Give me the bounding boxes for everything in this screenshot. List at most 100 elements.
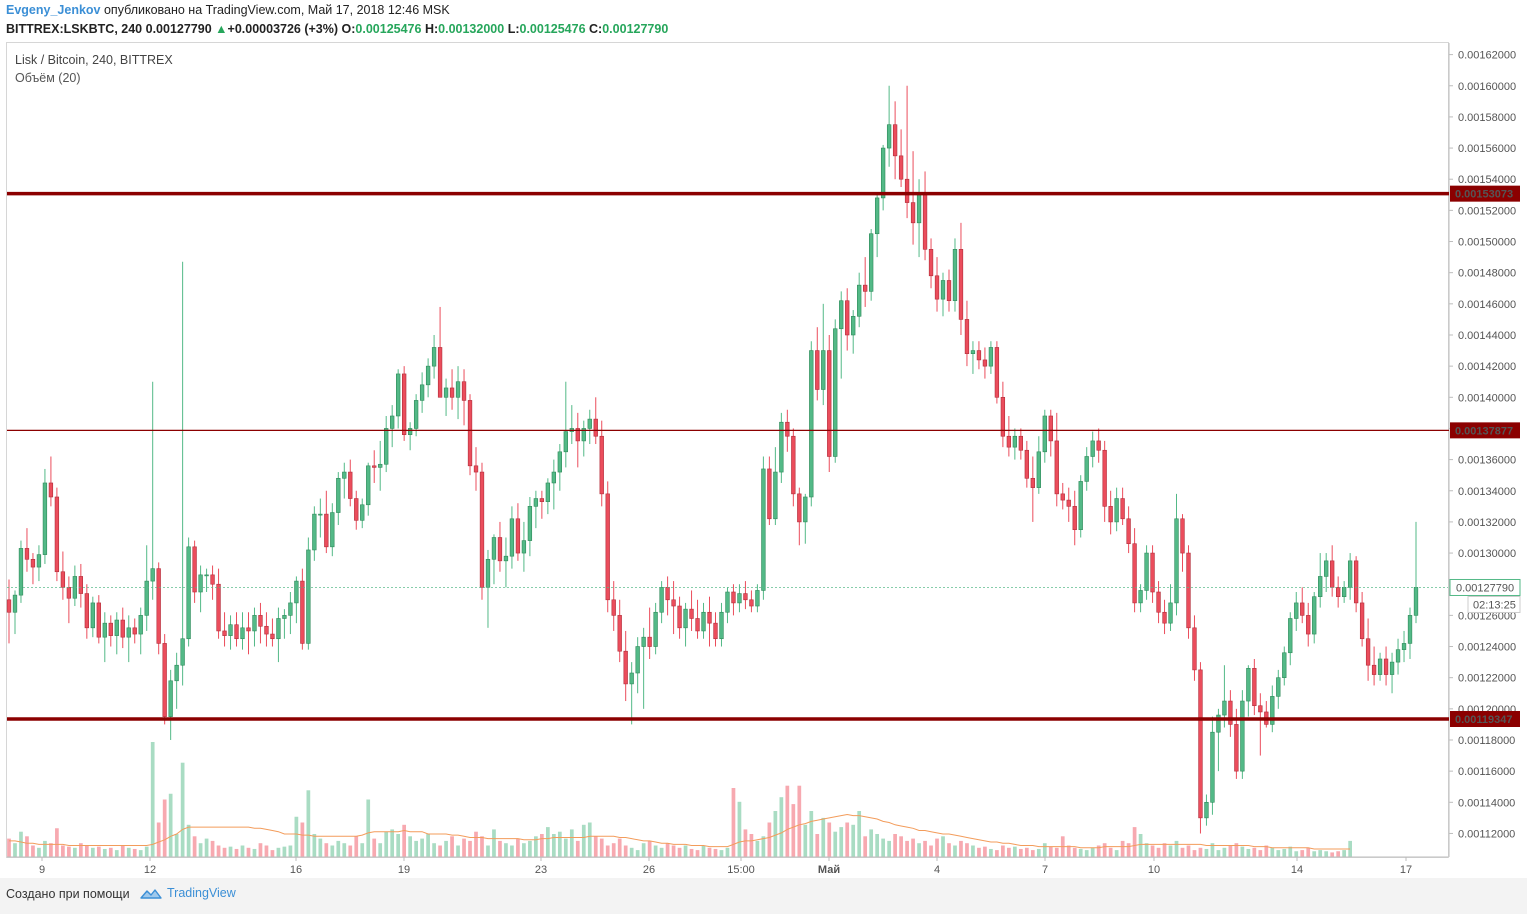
candle-body [402, 373, 407, 435]
candle-body [1300, 602, 1305, 616]
candle-body [749, 599, 754, 607]
volume-bar [318, 838, 323, 857]
candle-body [1000, 396, 1006, 437]
candle-body [1234, 724, 1239, 772]
candle-body [1078, 481, 1083, 530]
time-tick-label: 14 [1291, 864, 1303, 876]
volume-bar [228, 846, 233, 857]
candle-body [1144, 552, 1149, 591]
tradingview-logo-icon [140, 889, 162, 899]
volume-bar [1030, 850, 1035, 857]
time-tick-label: 10 [1148, 864, 1160, 876]
candle-body [270, 633, 275, 640]
time-tick-label: 26 [643, 864, 655, 876]
volume-bar [330, 845, 335, 857]
volume-bar [1204, 848, 1209, 857]
candle-body [216, 583, 221, 632]
volume-bar [1001, 845, 1005, 857]
volume-bar [569, 829, 574, 857]
last-price-value: 0.00127790 [145, 22, 212, 36]
candle-body [910, 202, 916, 224]
low-label: L: [507, 22, 520, 36]
volume-bar [468, 840, 472, 857]
candle-body [1168, 602, 1173, 624]
price-chart[interactable]: 0.00112000 0.00114000 0.00116000 0.00118000… [0, 0, 1527, 878]
volume-bar [779, 797, 784, 857]
volume-bar [73, 847, 77, 857]
candle-body [1407, 615, 1413, 644]
volume-bar [1090, 847, 1095, 857]
volume-bar [540, 834, 544, 857]
volume-bar [1054, 847, 1059, 857]
volume-bar [234, 848, 239, 857]
candle-body [545, 482, 551, 502]
volume-bar [192, 836, 197, 857]
volume-bar [737, 801, 742, 857]
volume-bar [1048, 846, 1053, 857]
volume-bar [138, 850, 143, 857]
candle-body [1150, 552, 1155, 593]
candle-body [102, 622, 107, 638]
candle-body [1012, 435, 1018, 448]
volume-bar [84, 845, 89, 857]
volume-bar [144, 846, 149, 857]
candle-body [761, 468, 766, 591]
author-link[interactable]: Evgeny_Jenkov [6, 3, 101, 17]
volume-bar [114, 850, 119, 857]
volume-bar [534, 836, 538, 857]
time-tick-label: 17 [1400, 864, 1412, 876]
candle-body [449, 387, 455, 398]
candle-body [1371, 664, 1377, 675]
tradingview-link[interactable]: TradingView [140, 886, 236, 900]
candle-body [994, 347, 1000, 398]
volume-bar [420, 838, 424, 857]
volume-bar [342, 843, 347, 857]
volume-bar [863, 836, 868, 857]
candle-body [288, 602, 293, 616]
volume-bar [1132, 827, 1137, 857]
volume-bar [1240, 846, 1245, 857]
price-tick-label: 0.00160000 [1458, 81, 1516, 93]
candle-body [54, 496, 60, 573]
volume-bar [593, 836, 598, 857]
volume-bar [528, 840, 532, 857]
volume-bar [360, 843, 365, 857]
volume-bar [743, 829, 748, 857]
candle-body [425, 365, 431, 386]
volume-bar [989, 848, 993, 857]
candle-body [378, 463, 383, 468]
candle-body [563, 431, 568, 453]
volume-ma-line [9, 813, 1351, 850]
candle-body [246, 627, 251, 632]
volume-bar [1066, 845, 1071, 857]
candle-body [407, 428, 413, 435]
candle-body [1246, 668, 1251, 702]
price-tick-label: 0.00130000 [1458, 548, 1516, 560]
candle-body [306, 549, 311, 644]
candle-body [701, 611, 706, 632]
volume-bar [797, 785, 802, 857]
candle-body [443, 387, 449, 398]
volume-bar [1264, 845, 1269, 857]
volume-bar [61, 845, 65, 857]
volume-bar [971, 845, 975, 857]
volume-bar [396, 834, 401, 857]
candle-body [1353, 560, 1359, 604]
volume-bar [264, 845, 269, 857]
candle-body [108, 622, 113, 636]
last-price-tag [1449, 578, 1521, 596]
candle-body [114, 619, 119, 636]
candle-body [162, 643, 167, 717]
candle-body [366, 465, 371, 506]
candle-body [1377, 658, 1383, 675]
volume-bar [348, 845, 353, 857]
volume-bar [516, 838, 520, 857]
volume-bar [156, 822, 161, 857]
price-tick-label: 0.00124000 [1458, 642, 1516, 654]
price-tick-label: 0.00136000 [1458, 455, 1516, 467]
volume-bar [504, 843, 508, 857]
volume-bar [120, 845, 125, 857]
close-value: 0.00127790 [602, 22, 669, 36]
up-arrow-icon: ▲ [215, 22, 228, 36]
candle-body [354, 498, 359, 521]
